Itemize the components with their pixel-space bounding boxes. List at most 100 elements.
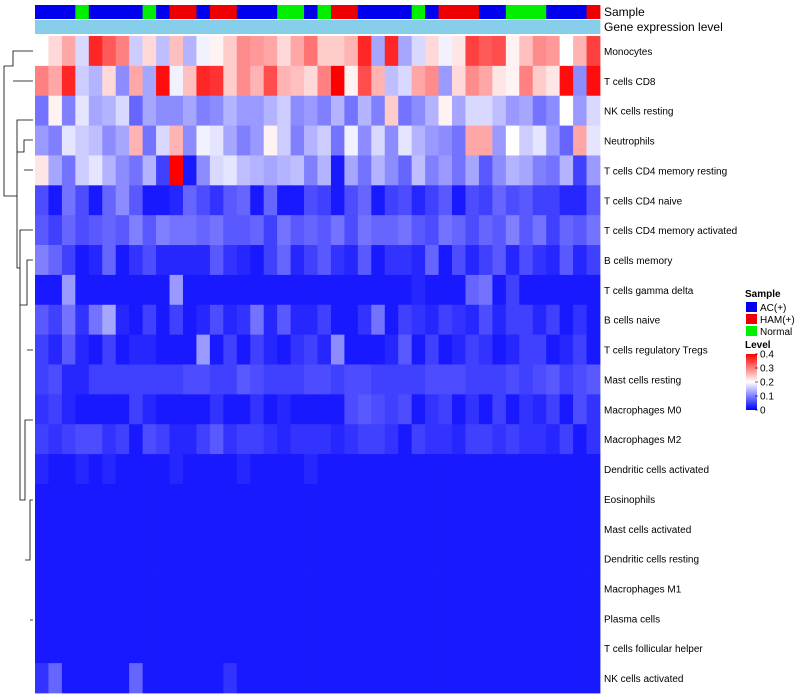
heatmap-cell <box>586 274 601 306</box>
heatmap-cell <box>330 334 345 365</box>
heatmap-cell <box>344 424 359 455</box>
heatmap-cell <box>223 155 238 186</box>
heatmap-cell <box>75 513 90 545</box>
heatmap-cell <box>35 65 49 97</box>
heatmap-cell <box>398 364 413 395</box>
heatmap-cell <box>236 573 251 604</box>
heatmap-cell <box>277 245 291 276</box>
heatmap-cell <box>438 36 453 67</box>
heatmap-cell <box>209 543 224 574</box>
heatmap-cell <box>519 334 534 365</box>
heatmap-cell <box>236 65 251 97</box>
heatmap-cell <box>317 364 332 395</box>
sample-annotation-cell <box>142 5 157 19</box>
heatmap-cell <box>371 245 386 276</box>
heatmap-cell <box>505 543 520 574</box>
sample-annotation-cell <box>223 5 238 19</box>
heatmap-cell <box>492 483 507 515</box>
heatmap-cell <box>236 603 251 634</box>
heatmap-cell <box>519 125 534 156</box>
heatmap-cell <box>384 95 399 126</box>
heatmap-cell <box>344 543 359 574</box>
sample-annotation-cell <box>129 5 144 19</box>
heatmap-cell <box>236 663 251 694</box>
heatmap-cell <box>196 483 211 515</box>
sample-annotation-cell <box>452 5 466 19</box>
heatmap-cell <box>344 274 359 306</box>
heatmap-cell <box>546 304 561 336</box>
expression-annotation-cell <box>61 20 76 34</box>
heatmap-cell <box>129 513 144 545</box>
heatmap-cell <box>223 424 238 455</box>
sample-annotation-bar <box>35 5 601 19</box>
heatmap-cell <box>505 185 520 216</box>
heatmap-cell <box>142 424 157 455</box>
heatmap-cell <box>209 603 224 634</box>
heatmap-cell <box>559 274 574 306</box>
heatmap-cell <box>371 334 386 365</box>
heatmap-cell <box>411 364 426 395</box>
heatmap-cell <box>573 364 587 395</box>
heatmap-cell <box>532 245 547 276</box>
heatmap-cell <box>263 215 278 246</box>
row-label: Mast cells resting <box>604 375 681 386</box>
sample-annotation-cell <box>250 5 265 19</box>
heatmap-cell <box>88 304 103 336</box>
heatmap-cell <box>61 513 76 545</box>
heatmap-cell <box>75 155 90 186</box>
heatmap-cell <box>492 603 507 634</box>
heatmap-cell <box>465 513 480 545</box>
heatmap-cell <box>102 274 117 306</box>
heatmap-cell <box>35 36 49 67</box>
heatmap-cell <box>532 513 547 545</box>
heatmap-cell <box>330 573 345 604</box>
expression-annotation-cell <box>304 20 318 34</box>
heatmap-cell <box>559 543 574 574</box>
heatmap-cell <box>48 274 63 306</box>
heatmap-cell <box>209 36 224 67</box>
expression-annotation-label: Gene expression level <box>604 20 723 34</box>
sample-annotation-cell <box>411 5 426 19</box>
heatmap-cell <box>290 155 305 186</box>
heatmap-cell <box>250 274 265 306</box>
heatmap-cell <box>465 95 480 126</box>
heatmap-cell <box>277 483 291 515</box>
heatmap-cell <box>317 513 332 545</box>
heatmap-cell <box>102 215 117 246</box>
sample-annotation-cell <box>505 5 520 19</box>
heatmap-cell <box>425 573 439 604</box>
heatmap-cell <box>465 394 480 425</box>
heatmap-cell <box>425 663 439 694</box>
heatmap-cell <box>478 424 493 455</box>
expression-annotation-cell <box>532 20 547 34</box>
heatmap-cell <box>88 573 103 604</box>
heatmap-cell <box>317 95 332 126</box>
heatmap-cell <box>304 185 318 216</box>
heatmap-cell <box>357 424 372 455</box>
heatmap-cell <box>75 304 90 336</box>
heatmap-cell <box>357 603 372 634</box>
heatmap-cell <box>438 215 453 246</box>
heatmap-cell <box>223 274 238 306</box>
heatmap-cell <box>61 245 76 276</box>
heatmap-cell <box>384 215 399 246</box>
heatmap-cell <box>505 95 520 126</box>
heatmap-cell <box>263 334 278 365</box>
heatmap-cell <box>317 215 332 246</box>
heatmap-cell <box>196 274 211 306</box>
heatmap-cell <box>88 633 103 664</box>
expression-annotation-cell <box>478 20 493 34</box>
heatmap-cell <box>384 245 399 276</box>
heatmap-cell <box>357 245 372 276</box>
heatmap-cell <box>88 95 103 126</box>
heatmap-cell <box>48 603 63 634</box>
heatmap-cell <box>142 394 157 425</box>
heatmap-cells <box>35 36 601 694</box>
heatmap-cell <box>532 185 547 216</box>
heatmap-cell <box>35 185 49 216</box>
heatmap-cell <box>48 155 63 186</box>
heatmap-cell <box>532 633 547 664</box>
heatmap-cell <box>290 215 305 246</box>
heatmap-cell <box>263 424 278 455</box>
heatmap-cell <box>35 155 49 186</box>
